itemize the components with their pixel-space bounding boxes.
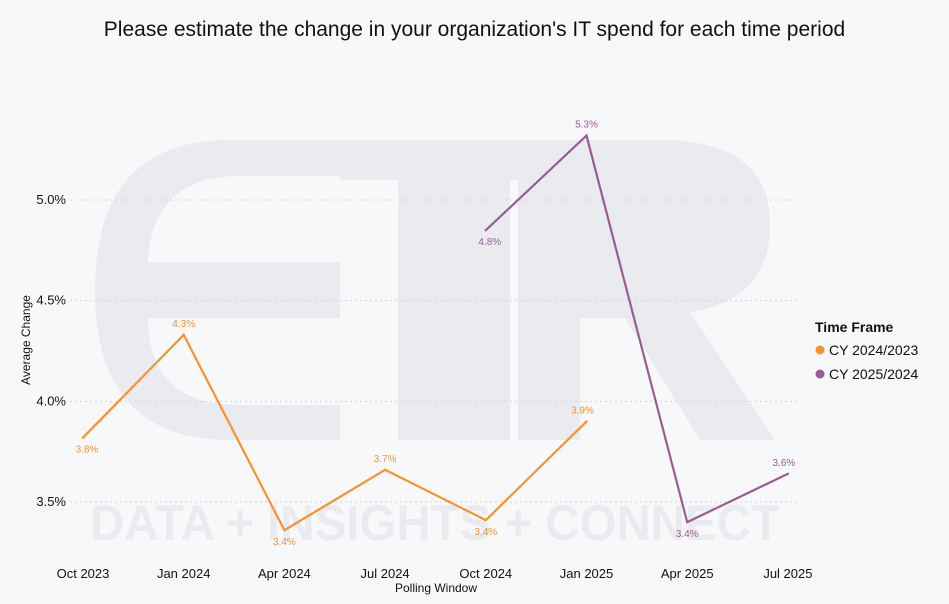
grid-lines [70, 199, 800, 503]
x-tick-label: Oct 2024 [459, 566, 512, 581]
legend-item-label[interactable]: CY 2024/2023 [829, 342, 918, 358]
y-tick-label: 5.0% [36, 192, 66, 207]
data-point [585, 134, 588, 137]
x-tick-label: Apr 2024 [258, 566, 311, 581]
x-tick-label: Apr 2025 [661, 566, 714, 581]
data-label: 3.4% [474, 527, 497, 538]
data-point [283, 528, 286, 532]
legend-marker [815, 345, 825, 355]
x-tick-label: Jan 2024 [157, 566, 211, 581]
data-label: 3.8% [76, 445, 99, 456]
data-point [182, 333, 185, 337]
data-point [383, 468, 387, 471]
watermark-tagline: DATA + INSIGHTS + CONNECT [90, 495, 780, 551]
y-axis: 3.5% 4.0% 4.5% 5.0% [36, 192, 66, 509]
data-label: 5.3% [575, 120, 598, 131]
series-2: 4.8% 5.3% 3.4% 3.6% [478, 120, 795, 541]
data-label: 4.8% [478, 237, 501, 248]
y-tick-label: 3.5% [36, 494, 66, 509]
legend-item-label[interactable]: CY 2025/2024 [829, 366, 918, 382]
series-layer: 3.8% 4.3% 3.4% 3.7% 3.4% 3.9% 4.8% 5.3% 3.4% 3.6% [76, 120, 796, 549]
x-axis: Oct 2023 Jan 2024 Apr 2024 Jul 2024 Oct 2024… [57, 566, 813, 581]
data-point [484, 518, 487, 522]
x-tick-label: Jul 2024 [361, 566, 410, 581]
data-label: 3.4% [273, 537, 296, 548]
series-line [485, 133, 789, 524]
data-label: 3.6% [773, 458, 796, 469]
data-point [585, 420, 588, 423]
legend-marker [815, 369, 825, 379]
x-tick-label: Jul 2025 [763, 566, 812, 581]
data-point [786, 472, 790, 476]
series-line [82, 333, 588, 532]
x-tick-label: Oct 2023 [57, 566, 110, 581]
data-label: 3.4% [676, 529, 699, 540]
series-1: 3.8% 4.3% 3.4% 3.7% 3.4% 3.9% [76, 319, 594, 548]
data-point [686, 520, 689, 524]
data-label: 3.9% [571, 405, 594, 416]
x-tick-label: Jan 2025 [560, 566, 614, 581]
y-tick-label: 4.5% [36, 293, 66, 308]
data-point [81, 436, 85, 439]
legend-title: Time Frame [815, 319, 894, 335]
y-axis-title: Average Change [19, 295, 33, 385]
data-label: 4.3% [172, 319, 195, 330]
y-tick-label: 4.0% [36, 393, 66, 408]
etr-watermark-logo: DATA + INSIGHTS + CONNECT [90, 140, 780, 551]
data-point [484, 229, 487, 232]
legend: Time Frame CY 2024/2023 CY 2025/2024 [815, 319, 918, 382]
chart-title: Please estimate the change in your organ… [104, 18, 845, 41]
data-label: 3.7% [374, 454, 397, 465]
x-axis-title: Polling Window [395, 581, 477, 595]
